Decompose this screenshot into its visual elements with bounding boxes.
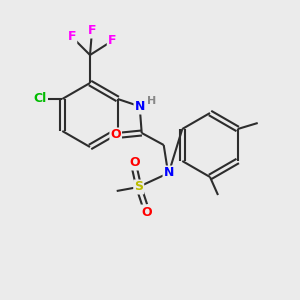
Text: N: N — [164, 167, 174, 179]
Text: Cl: Cl — [34, 92, 47, 106]
Text: O: O — [141, 206, 152, 218]
Text: O: O — [129, 157, 140, 169]
Text: N: N — [134, 100, 145, 113]
Text: H: H — [147, 96, 156, 106]
Text: F: F — [68, 31, 76, 44]
Text: F: F — [88, 25, 96, 38]
Text: O: O — [110, 128, 121, 142]
Text: F: F — [108, 34, 116, 47]
Text: S: S — [134, 181, 143, 194]
